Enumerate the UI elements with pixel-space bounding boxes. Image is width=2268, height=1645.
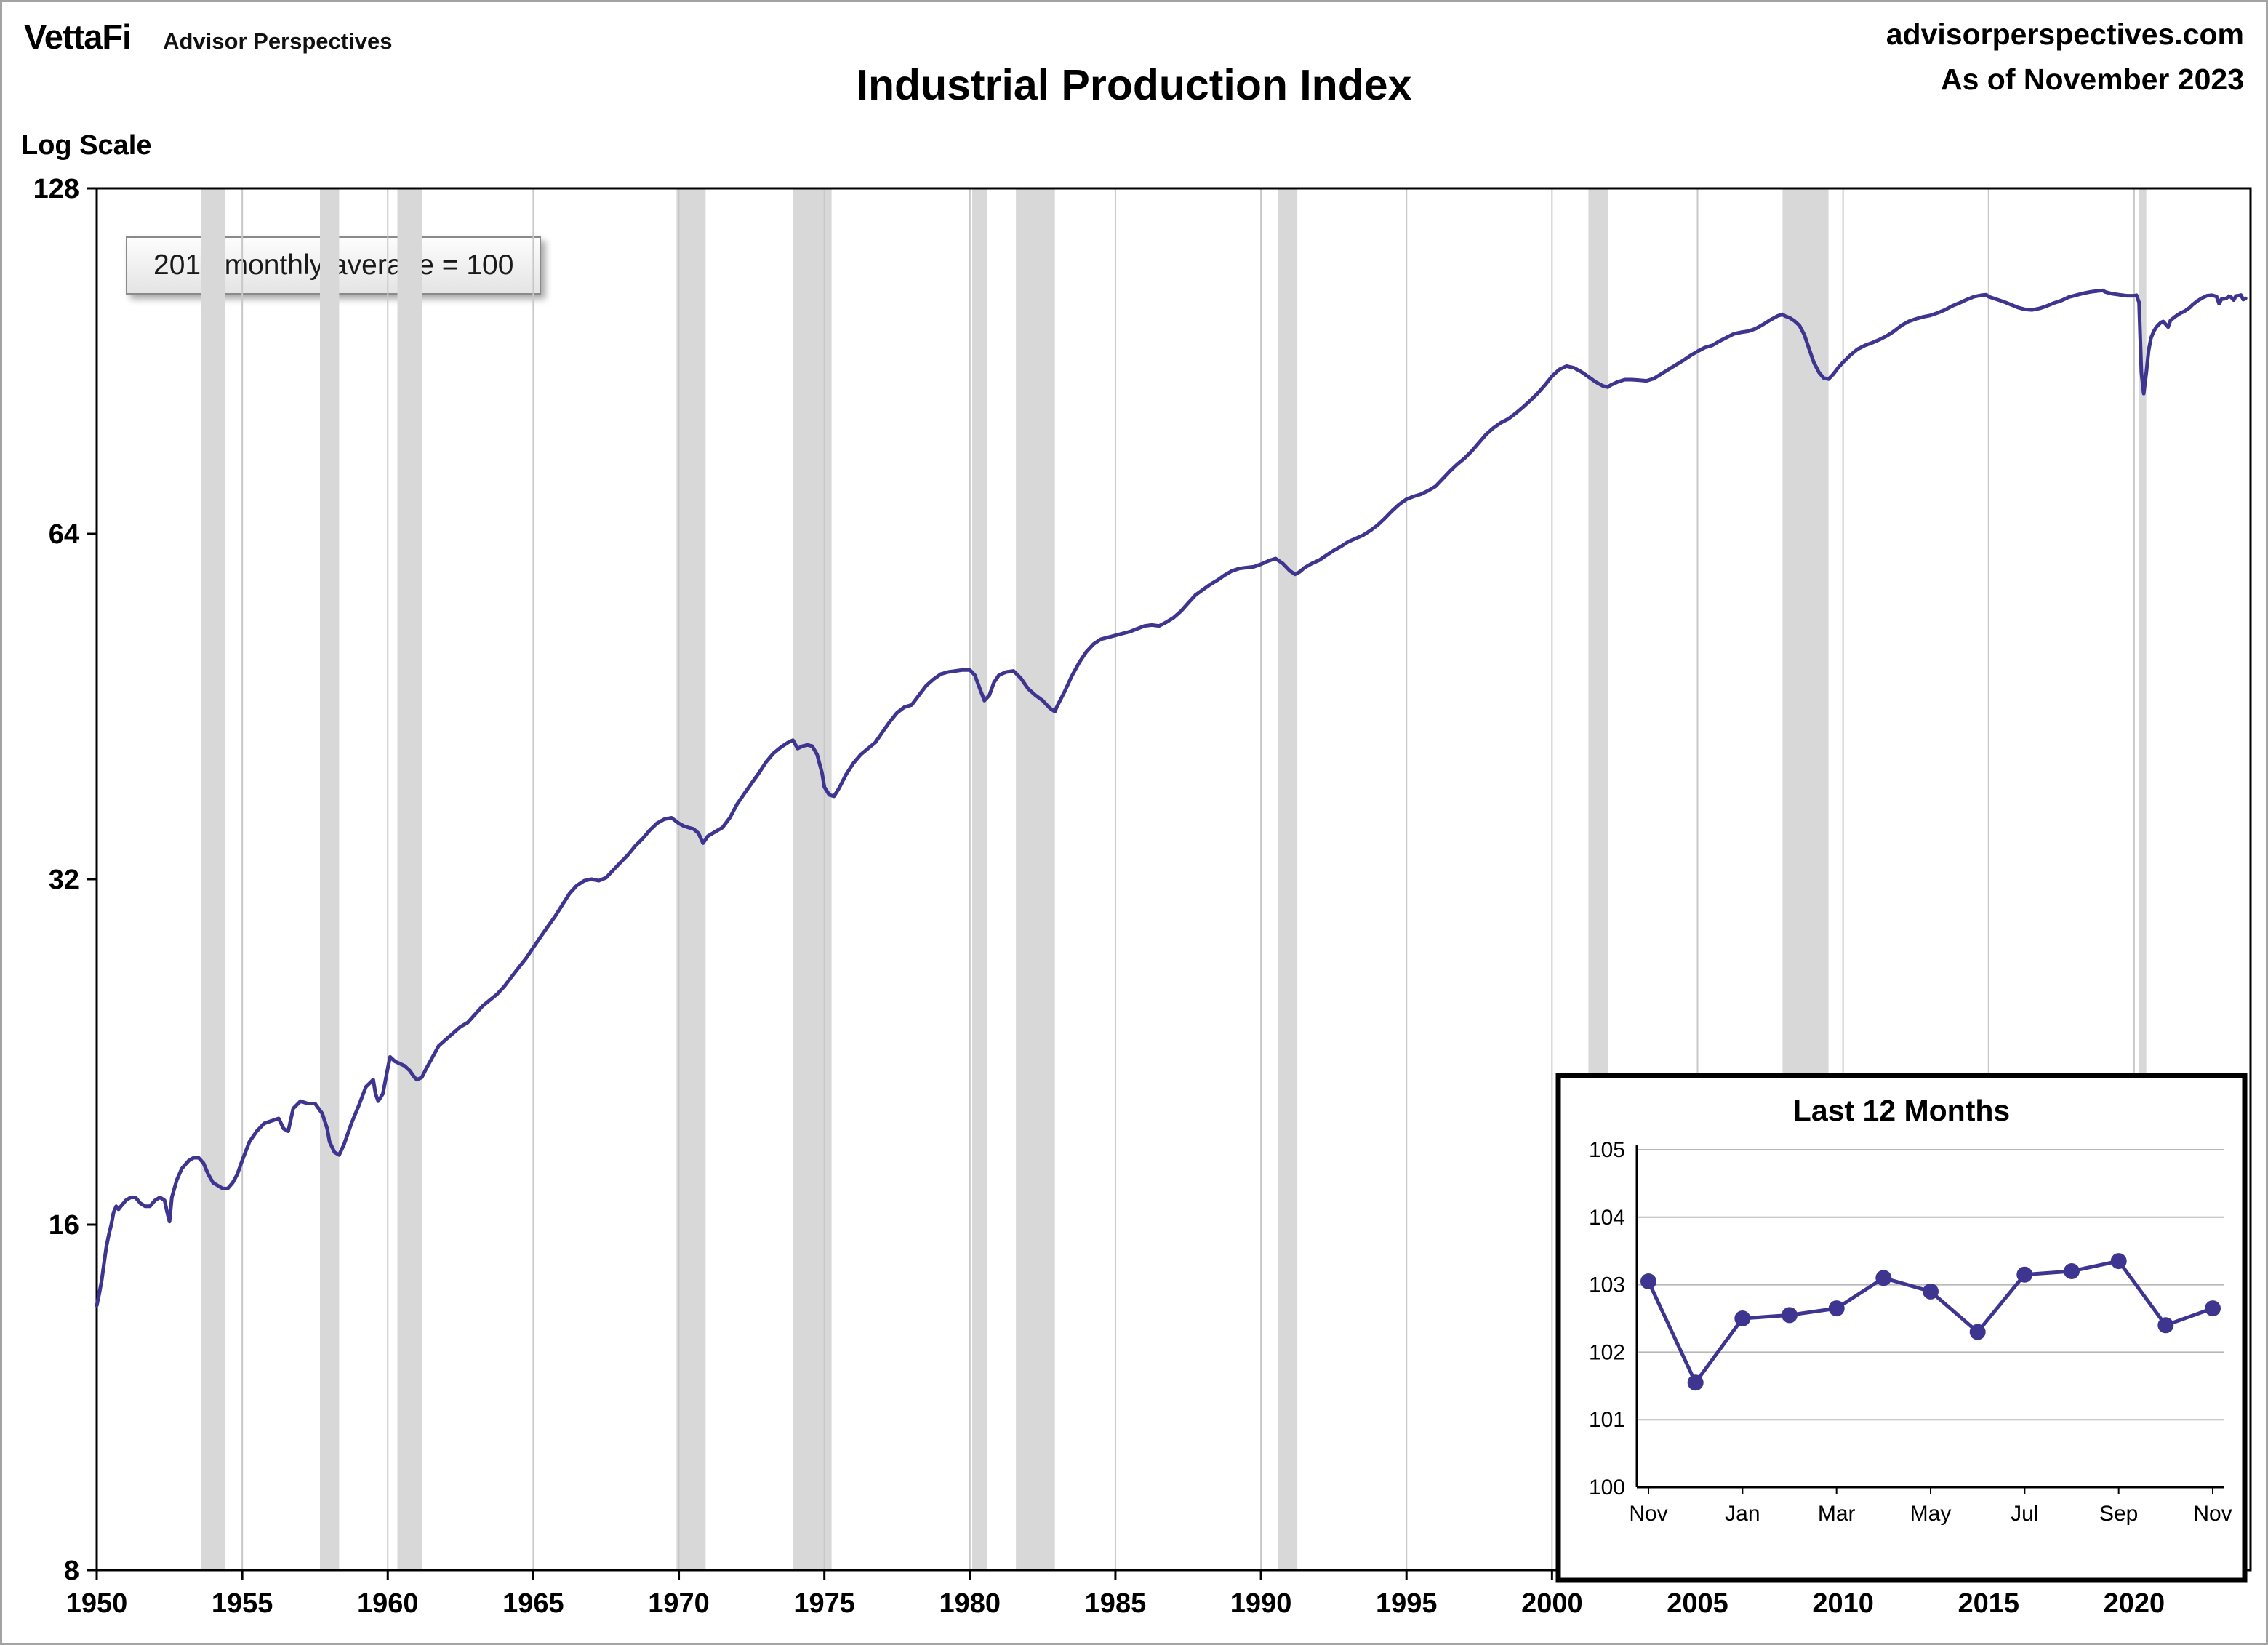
inset-data-point — [1923, 1283, 1939, 1300]
ipi-series-line — [95, 288, 2248, 1308]
x-tick-label: 1950 — [66, 1588, 128, 1619]
y-tick-label: 128 — [33, 174, 79, 204]
inset-data-point — [2110, 1253, 2127, 1270]
as-of-date: As of November 2023 — [1940, 62, 2244, 96]
inset-data-point — [2157, 1317, 2174, 1334]
x-tick-label: 1960 — [357, 1588, 419, 1619]
x-tick-label: 2005 — [1667, 1588, 1728, 1619]
inset-y-tick-label: 103 — [1589, 1273, 1625, 1297]
recession-band — [1016, 188, 1055, 1570]
inset-x-tick-label: Jan — [1725, 1502, 1760, 1526]
inset-data-point — [1875, 1270, 1892, 1286]
inset-data-point — [1969, 1324, 1986, 1340]
log-scale-label: Log Scale — [21, 130, 152, 161]
x-tick-label: 2015 — [1958, 1588, 2019, 1619]
recession-band — [397, 188, 422, 1570]
x-tick-label: 1995 — [1376, 1588, 1438, 1619]
x-tick-label: 1970 — [648, 1588, 710, 1619]
x-tick-label: 2020 — [2104, 1588, 2165, 1619]
inset-data-point — [2016, 1266, 2033, 1283]
recession-band — [320, 188, 340, 1570]
inset-y-tick-label: 104 — [1589, 1206, 1625, 1230]
header-left: VettaFi Advisor Perspectives — [24, 17, 392, 57]
inset-y-tick-label: 105 — [1589, 1138, 1625, 1162]
inset-data-point — [2064, 1263, 2080, 1279]
y-tick-label: 8 — [64, 1556, 79, 1586]
recession-band — [2139, 188, 2147, 1570]
inset-y-tick-label: 102 — [1589, 1340, 1625, 1364]
inset-box — [1555, 1073, 2248, 1583]
recession-band — [1278, 188, 1298, 1570]
inset-y-tick-label: 101 — [1589, 1408, 1625, 1432]
y-tick-label: 16 — [49, 1210, 79, 1241]
x-tick-label: 1955 — [212, 1588, 273, 1619]
recession-band — [676, 188, 706, 1570]
inset-data-point — [1734, 1310, 1751, 1326]
inset-data-point — [1640, 1273, 1656, 1289]
recession-band — [793, 188, 832, 1570]
vettafi-logo: VettaFi — [24, 17, 132, 56]
inset-data-point — [1687, 1374, 1704, 1391]
inset-x-tick-label: Mar — [1818, 1502, 1856, 1526]
y-tick-label: 32 — [49, 865, 79, 895]
advisor-perspectives-label: Advisor Perspectives — [163, 28, 393, 54]
inset-x-tick-label: Nov — [1629, 1502, 1667, 1526]
inset-data-point — [1782, 1307, 1798, 1324]
inset-x-tick-label: Jul — [2011, 1502, 2038, 1526]
recession-band — [972, 188, 987, 1570]
site-url: advisorperspectives.com — [1886, 17, 2244, 51]
plot-border — [95, 187, 2252, 1572]
x-tick-label: 1980 — [939, 1588, 1001, 1619]
inset-y-tick-label: 100 — [1589, 1476, 1625, 1500]
inset-data-point — [1828, 1300, 1845, 1317]
inset-x-tick-label: May — [1910, 1502, 1952, 1526]
x-tick-label: 2010 — [1812, 1588, 1874, 1619]
header-right: advisorperspectives.com As of November 2… — [1886, 12, 2244, 102]
inset-x-tick-label: Nov — [2193, 1502, 2232, 1526]
inset-data-point — [2205, 1300, 2221, 1317]
x-tick-label: 1990 — [1230, 1588, 1292, 1619]
inset-title: Last 12 Months — [1793, 1094, 2010, 1127]
x-tick-label: 1965 — [502, 1588, 564, 1619]
inset-x-tick-label: Sep — [2099, 1502, 2138, 1526]
x-tick-label: 2000 — [1521, 1588, 1583, 1619]
recession-band — [201, 188, 225, 1570]
y-tick-label: 64 — [49, 519, 79, 550]
page-title: Industrial Production Index — [856, 61, 1412, 109]
x-tick-label: 1975 — [793, 1588, 855, 1619]
x-tick-label: 1985 — [1085, 1588, 1147, 1619]
